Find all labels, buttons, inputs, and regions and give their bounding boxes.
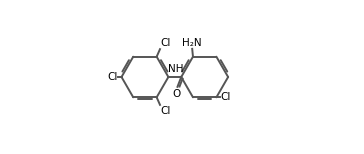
- Text: NH: NH: [168, 64, 183, 74]
- Text: O: O: [173, 89, 181, 99]
- Text: Cl: Cl: [221, 92, 231, 102]
- Text: H₂N: H₂N: [182, 38, 202, 48]
- Text: Cl: Cl: [107, 72, 117, 82]
- Text: Cl: Cl: [161, 38, 171, 48]
- Text: Cl: Cl: [161, 106, 171, 116]
